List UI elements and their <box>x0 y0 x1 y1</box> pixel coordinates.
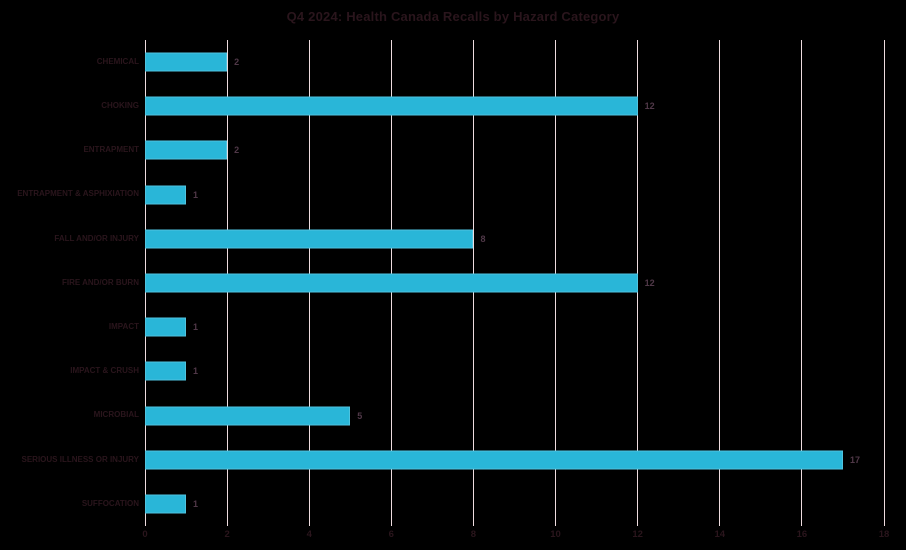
bar-row: 1 <box>145 482 884 526</box>
x-tick-label: 2 <box>224 529 230 540</box>
data-label: 1 <box>193 366 199 377</box>
gridline <box>801 40 803 526</box>
category-label: SERIOUS ILLNESS OR INJURY <box>21 454 140 464</box>
category-label: MICROBIAL <box>93 410 139 420</box>
category-label: FALL AND/OR INJURY <box>54 233 139 243</box>
data-label: 2 <box>234 145 240 156</box>
category-label: ENTRAPMENT & ASPHIXIATION <box>17 189 139 199</box>
x-tick-label: 10 <box>550 529 561 540</box>
bar-row: 12 <box>145 261 884 305</box>
bar-fall-and-or-injury[interactable] <box>145 229 474 249</box>
data-label: 5 <box>357 410 363 421</box>
category-label: CHEMICAL <box>96 56 139 66</box>
bar-row: 12 <box>145 84 884 128</box>
category-label: CHOKING <box>101 101 139 111</box>
plot-area: 2 12 2 1 8 12 1 1 5 17 1 <box>144 40 885 526</box>
bar-chemical[interactable] <box>145 52 228 72</box>
bar-row: 17 <box>145 438 884 482</box>
x-tick-label: 0 <box>142 529 148 540</box>
data-label: 1 <box>193 322 199 333</box>
data-label: 17 <box>849 454 860 465</box>
x-tick-label: 14 <box>714 529 726 540</box>
bar-row: 2 <box>145 40 884 84</box>
bar-row: 1 <box>145 173 884 217</box>
bar-impact[interactable] <box>145 317 187 337</box>
bar-microbial[interactable] <box>145 406 351 426</box>
bar-row: 2 <box>145 128 884 172</box>
bar-entrapment-asphixiation[interactable] <box>145 185 187 205</box>
data-label: 8 <box>480 233 486 244</box>
x-tick-label: 6 <box>388 529 394 540</box>
x-tick-label: 12 <box>632 529 643 540</box>
bar-choking[interactable] <box>145 96 638 116</box>
bar-suffocation[interactable] <box>145 494 187 514</box>
data-label: 1 <box>193 189 199 200</box>
x-tick-label: 18 <box>878 529 890 540</box>
x-tick-label: 4 <box>306 529 312 540</box>
gridline <box>719 40 721 526</box>
data-label: 12 <box>644 101 655 112</box>
category-label: FIRE AND/OR BURN <box>61 277 139 287</box>
category-label: IMPACT & CRUSH <box>70 366 139 376</box>
gridline <box>637 40 639 526</box>
category-axis: CHEMICAL CHOKING ENTRAPMENT ENTRAPMENT & AS… <box>0 40 139 526</box>
bar-serious-illness-or-injury[interactable] <box>145 450 843 470</box>
bar-fire-and-or-burn[interactable] <box>145 273 638 293</box>
data-label: 2 <box>234 57 240 68</box>
bar-entrapment[interactable] <box>145 140 228 160</box>
bar-row: 8 <box>145 217 884 261</box>
value-axis: 0 2 4 6 8 10 12 14 16 18 <box>142 529 889 543</box>
category-label: ENTRAPMENT <box>83 145 139 155</box>
bar-row: 1 <box>145 305 884 349</box>
bar-row: 5 <box>145 393 884 437</box>
x-tick-label: 8 <box>470 529 477 540</box>
category-label: SUFFOCATION <box>81 498 139 508</box>
x-tick-label: 16 <box>796 529 808 540</box>
bar-row: 1 <box>145 349 884 393</box>
gridline <box>883 40 885 526</box>
category-label: IMPACT <box>108 321 139 331</box>
data-label: 12 <box>644 277 655 288</box>
data-label: 1 <box>193 498 199 509</box>
chart-title: Q4 2024: Health Canada Recalls by Hazard… <box>286 9 620 24</box>
bar-impact-crush[interactable] <box>145 361 187 381</box>
